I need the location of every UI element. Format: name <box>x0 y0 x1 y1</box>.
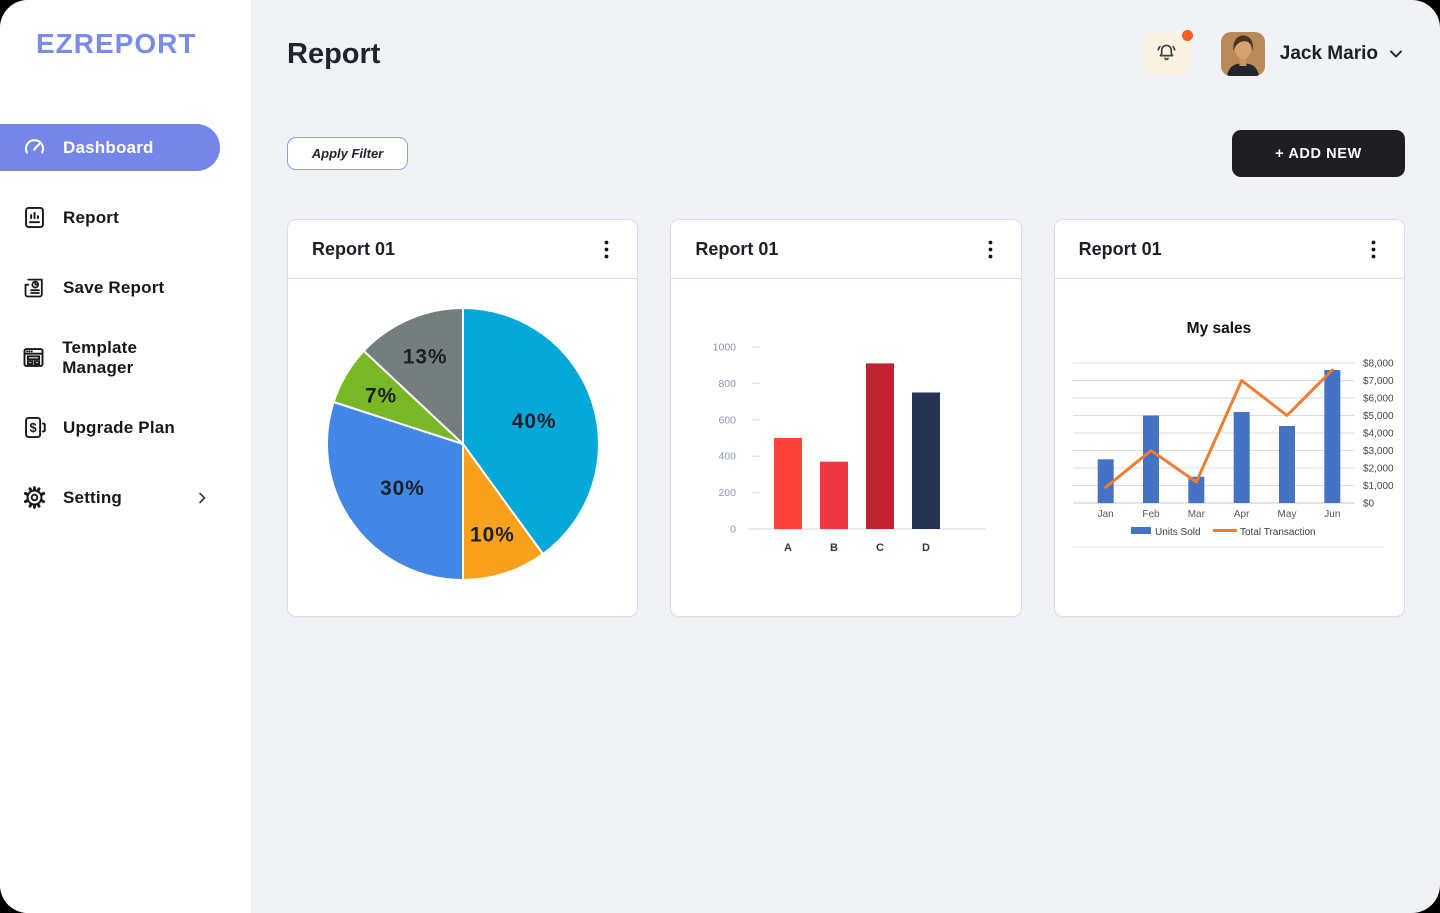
sidebar-item-save-report[interactable]: Save Report <box>0 264 251 311</box>
sidebar-item-dashboard[interactable]: Dashboard <box>0 124 220 171</box>
template-manager-icon <box>20 344 47 372</box>
svg-text:200: 200 <box>718 487 736 499</box>
svg-text:$7,000: $7,000 <box>1363 376 1394 387</box>
toolbar: Apply Filter + ADD NEW <box>287 130 1405 177</box>
notifications-button[interactable] <box>1142 30 1193 75</box>
svg-text:$6,000: $6,000 <box>1363 394 1394 405</box>
report-card-bar: Report 01 0 200 400 600 800 1000 A B C D <box>670 219 1022 617</box>
svg-text:$3,000: $3,000 <box>1363 446 1394 457</box>
svg-text:Jun: Jun <box>1325 509 1341 520</box>
header-actions: Jack Mario <box>1142 30 1405 76</box>
svg-text:$5,000: $5,000 <box>1363 411 1394 422</box>
card-header: Report 01 <box>1054 220 1404 279</box>
sidebar: EZREPORT Dashboard <box>0 0 252 913</box>
bell-icon <box>1154 40 1179 68</box>
svg-text:Total Transaction: Total Transaction <box>1240 527 1316 538</box>
svg-text:$1,000: $1,000 <box>1363 481 1394 492</box>
card-body: 40% 10% 30% 7% 13% <box>288 279 637 616</box>
save-report-icon <box>20 274 48 302</box>
svg-text:800: 800 <box>718 378 736 390</box>
chevron-down-icon <box>1387 45 1405 63</box>
svg-text:7%: 7% <box>365 384 397 407</box>
gauge-icon <box>20 134 48 162</box>
card-body: 0 200 400 600 800 1000 A B C D <box>671 279 1020 616</box>
svg-text:13%: 13% <box>402 346 447 369</box>
svg-text:$8,000: $8,000 <box>1363 359 1394 370</box>
card-header: Report 01 <box>671 220 1021 279</box>
sidebar-item-label: Save Report <box>63 277 165 297</box>
svg-text:May: May <box>1278 509 1297 520</box>
sidebar-nav: Dashboard Report <box>0 124 251 544</box>
svg-text:My sales: My sales <box>1187 320 1252 337</box>
svg-text:0: 0 <box>730 524 736 536</box>
svg-text:Mar: Mar <box>1188 509 1206 520</box>
combo-chart: My sales $0 $1,000 $2,000 $3,000 $4,000 $5,000… <box>1073 320 1394 548</box>
chevron-right-icon <box>195 491 209 505</box>
card-header: Report 01 <box>288 220 638 279</box>
sidebar-item-template-manager[interactable]: Template Manager <box>0 334 251 381</box>
card-title: Report 01 <box>1078 238 1162 259</box>
svg-text:400: 400 <box>718 451 736 463</box>
sidebar-item-label: Template Manager <box>62 337 138 377</box>
svg-text:Jan: Jan <box>1098 509 1114 520</box>
svg-text:Units Sold: Units Sold <box>1155 527 1201 538</box>
svg-text:40%: 40% <box>511 410 556 433</box>
sidebar-item-report[interactable]: Report <box>0 194 251 241</box>
page-header: Report <box>287 30 1405 76</box>
pie-chart: 40% 10% 30% 7%13% <box>325 306 600 582</box>
sidebar-item-label: Report <box>63 207 119 227</box>
sidebar-item-label: Dashboard <box>63 137 154 157</box>
report-card-pie: Report 01 40% 10% 30% 7% 13% <box>287 219 639 617</box>
user-name: Jack Mario <box>1279 43 1378 64</box>
sidebar-item-label: Upgrade Plan <box>63 417 175 437</box>
sidebar-item-label: Setting <box>63 487 123 507</box>
report-cards: Report 01 40% 10% 30% 7% 13% Report 01 <box>287 219 1405 617</box>
svg-text:30%: 30% <box>380 477 425 500</box>
upgrade-plan-icon: $ <box>20 414 48 442</box>
svg-text:$: $ <box>29 420 36 435</box>
svg-text:$0: $0 <box>1363 499 1375 510</box>
notification-dot <box>1181 30 1193 41</box>
svg-text:$4,000: $4,000 <box>1363 429 1394 440</box>
card-body: My sales $0 $1,000 $2,000 $3,000 $4,000 $5,000… <box>1055 279 1404 616</box>
report-card-combo: Report 01 My sales $0 $1,000 $2,000 $3,000 $4… <box>1053 219 1405 617</box>
card-title: Report 01 <box>312 238 396 259</box>
svg-text:$2,000: $2,000 <box>1363 464 1394 475</box>
svg-text:1000: 1000 <box>713 342 737 354</box>
card-menu-icon[interactable] <box>984 236 997 263</box>
svg-text:600: 600 <box>718 414 736 426</box>
sidebar-item-upgrade-plan[interactable]: $ Upgrade Plan <box>0 404 251 451</box>
svg-text:B: B <box>830 542 838 554</box>
svg-text:A: A <box>784 542 792 554</box>
svg-text:Apr: Apr <box>1234 509 1250 520</box>
add-new-button[interactable]: + ADD NEW <box>1232 130 1405 177</box>
report-icon <box>20 204 48 232</box>
apply-filter-button[interactable]: Apply Filter <box>287 137 408 170</box>
card-title: Report 01 <box>695 238 779 259</box>
svg-text:Feb: Feb <box>1143 509 1161 520</box>
user-menu[interactable]: Jack Mario <box>1265 43 1405 65</box>
avatar[interactable] <box>1220 32 1265 76</box>
svg-text:C: C <box>876 542 884 554</box>
app-logo: EZREPORT <box>36 28 197 59</box>
card-menu-icon[interactable] <box>600 236 613 263</box>
svg-text:10%: 10% <box>470 523 515 546</box>
bar-chart: 0 200 400 600 800 1000 A B C D <box>713 342 986 554</box>
gear-icon <box>20 484 48 512</box>
svg-text:D: D <box>922 542 930 554</box>
main-content: Report <box>252 0 1440 913</box>
page-title: Report <box>287 37 381 70</box>
card-menu-icon[interactable] <box>1367 236 1380 263</box>
sidebar-item-setting[interactable]: Setting <box>0 474 251 521</box>
